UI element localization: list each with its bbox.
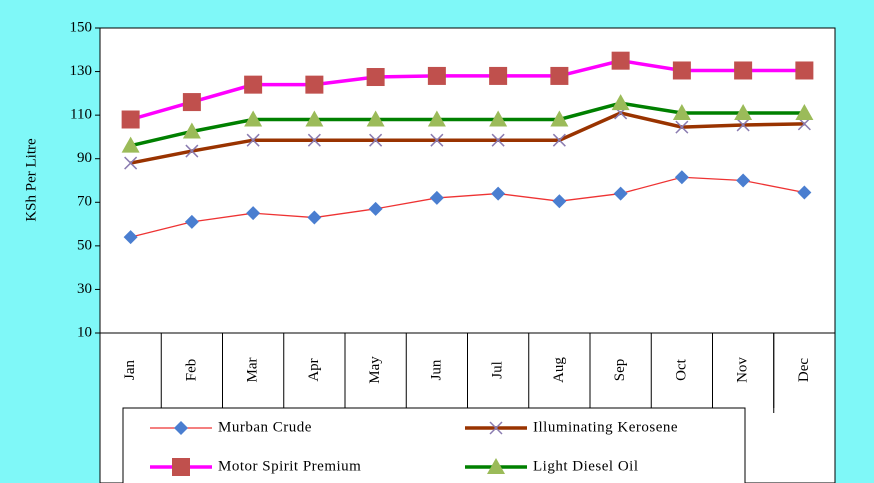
x-tick-label: Aug (551, 357, 567, 383)
x-tick-label: Jul (490, 361, 506, 379)
y-tick-label: 50 (77, 237, 92, 253)
y-tick-label: 70 (77, 194, 92, 210)
x-tick-label: Nov (735, 357, 751, 383)
marker (182, 93, 201, 112)
x-tick-label: Dec (796, 358, 812, 382)
marker (552, 133, 566, 147)
marker (552, 194, 567, 209)
series-line (130, 58, 805, 122)
legend-label: Light Diesel Oil (533, 458, 639, 474)
x-tick-label: Feb (183, 359, 199, 382)
marker (491, 186, 506, 201)
marker (489, 110, 508, 127)
y-tick-label: 130 (70, 63, 93, 79)
marker (429, 190, 444, 205)
marker (734, 61, 753, 80)
legend-label: Motor Spirit Premium (218, 458, 361, 474)
marker (427, 66, 446, 85)
marker (795, 103, 814, 120)
marker (121, 110, 140, 129)
y-tick-label: 110 (70, 107, 92, 123)
marker (172, 458, 190, 476)
marker (797, 185, 812, 200)
marker (675, 120, 689, 134)
marker (184, 214, 199, 229)
marker (736, 118, 750, 132)
marker (307, 133, 321, 147)
marker (244, 110, 263, 127)
marker (185, 144, 199, 158)
y-axis-label: KSh Per Litre (23, 138, 39, 222)
series-line (130, 176, 805, 238)
marker (489, 421, 503, 435)
x-tick-label: Jan (122, 360, 138, 380)
marker (305, 110, 324, 127)
marker (550, 110, 569, 127)
x-tick-label: Jun (428, 359, 444, 380)
y-tick-label: 150 (70, 19, 93, 35)
marker (430, 133, 444, 147)
marker (244, 75, 263, 94)
marker (246, 206, 261, 221)
marker (369, 133, 383, 147)
y-tick-label: 10 (77, 324, 92, 340)
x-tick-label: Sep (612, 359, 628, 382)
x-tick-label: May (367, 356, 383, 384)
marker (672, 103, 691, 120)
marker (366, 68, 385, 87)
marker (121, 136, 140, 153)
marker (182, 122, 201, 139)
x-tick-label: Apr (306, 358, 322, 381)
marker (613, 186, 628, 201)
marker (487, 458, 505, 474)
marker (611, 51, 630, 70)
marker (305, 75, 324, 94)
marker (674, 170, 689, 185)
marker (366, 110, 385, 127)
legend-label: Illuminating Kerosene (533, 419, 678, 435)
legend-box (122, 407, 746, 483)
marker (550, 66, 569, 85)
series-line (130, 111, 805, 165)
y-tick-label: 30 (77, 281, 92, 297)
marker (174, 421, 188, 435)
marker (611, 94, 630, 111)
marker (307, 210, 322, 225)
marker (427, 110, 446, 127)
marker (795, 61, 814, 80)
marker (734, 103, 753, 120)
marker (123, 230, 138, 245)
marker (124, 156, 138, 170)
legend-label: Murban Crude (218, 419, 312, 435)
marker (368, 201, 383, 216)
marker (246, 133, 260, 147)
marker (736, 173, 751, 188)
marker (489, 66, 508, 85)
x-tick-label: Oct (673, 358, 689, 380)
y-tick-label: 90 (77, 150, 92, 166)
marker (672, 61, 691, 80)
series-line (130, 101, 805, 148)
x-tick-label: Mar (245, 358, 261, 383)
marker (491, 133, 505, 147)
